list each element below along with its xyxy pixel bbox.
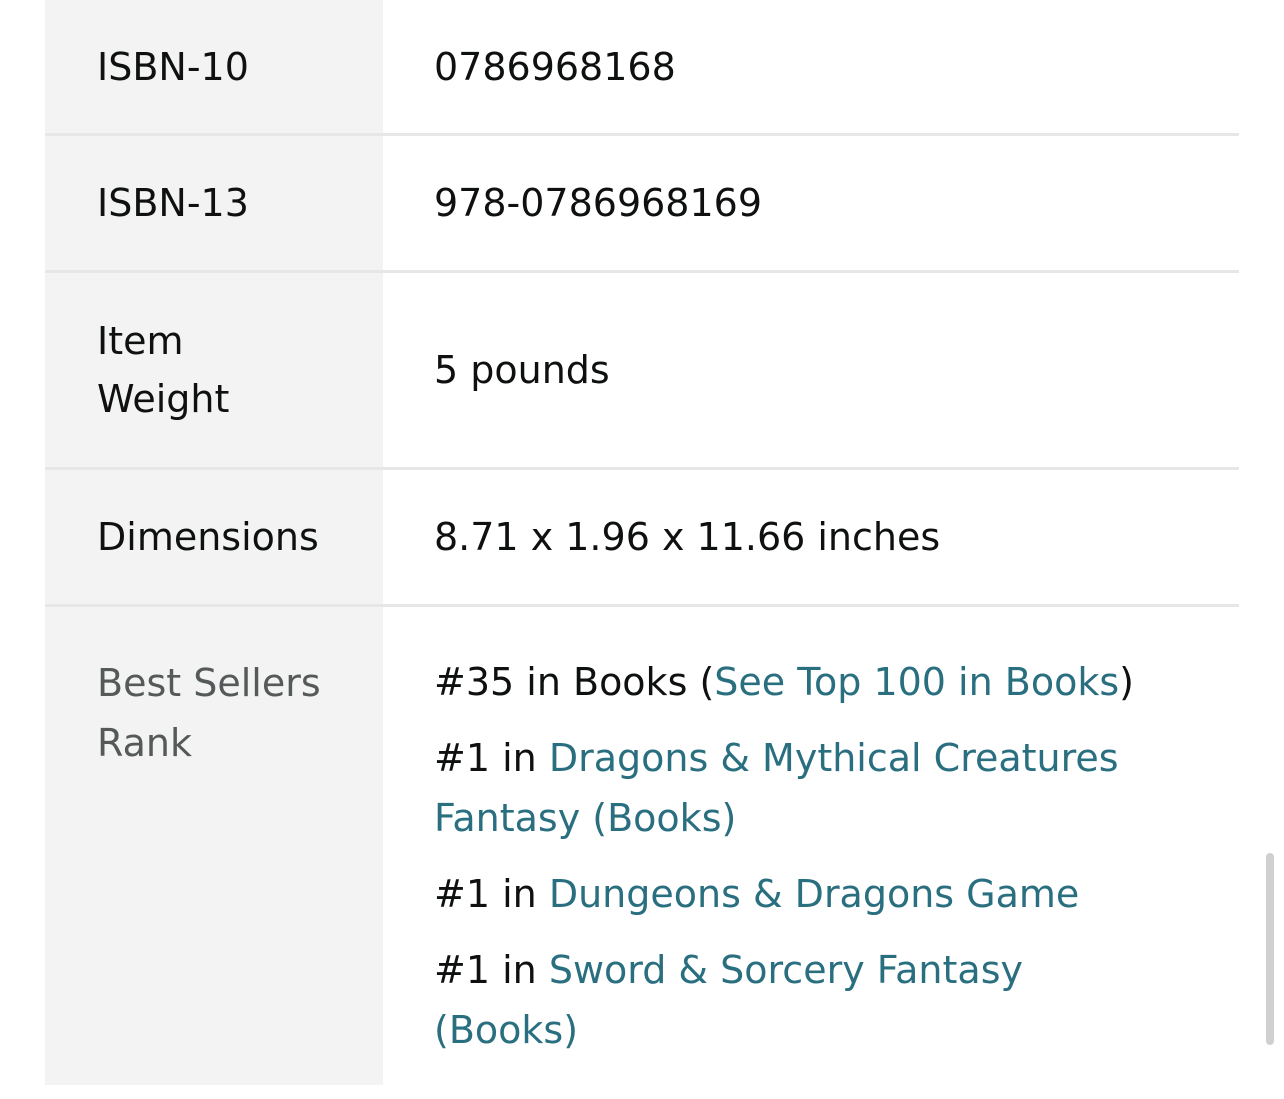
rank-item: #1 in Dungeons & Dragons Game — [434, 864, 1139, 924]
detail-value: 0786968168 — [434, 44, 676, 89]
rank-text: #35 in Books ( — [434, 660, 715, 704]
rank-item: #1 in Sword & Sorcery Fantasy (Books) — [434, 940, 1239, 1060]
rank-link[interactable]: Dungeons & Dragons Game — [548, 872, 1080, 916]
rank-link[interactable]: Sword & Sorcery Fantasy (Books) — [434, 948, 1023, 1052]
rank-item: #35 in Books (See Top 100 in Books) — [434, 652, 1194, 712]
detail-label: ISBN-13 — [45, 136, 383, 270]
rank-list: #35 in Books (See Top 100 in Books) #1 i… — [383, 607, 1239, 1085]
rank-text: ) — [1119, 660, 1134, 704]
rank-link[interactable]: Dragons & Mythical Creatures Fantasy (Bo… — [434, 736, 1119, 840]
detail-label: ISBN-10 — [45, 0, 383, 133]
scrollbar[interactable] — [1266, 853, 1274, 1045]
detail-label: Dimensions — [45, 470, 383, 604]
detail-row-dimensions: Dimensions 8.71 x 1.96 x 11.66 inches — [45, 470, 1239, 607]
rank-text: #1 in — [434, 872, 549, 916]
detail-row-item-weight: Item Weight 5 pounds — [45, 273, 1239, 470]
detail-value: 5 pounds — [434, 348, 610, 392]
rank-text: #1 in — [434, 736, 549, 780]
rank-item: #1 in Dragons & Mythical Creatures Fanta… — [434, 728, 1239, 848]
detail-label: Item Weight — [45, 273, 383, 467]
detail-value: 978-0786968169 — [434, 181, 763, 225]
rank-link[interactable]: See Top 100 in Books — [714, 660, 1120, 704]
product-details-table: ISBN-10 0786968168 ISBN-13 978-078696816… — [45, 0, 1239, 1085]
rank-text: #1 in — [434, 948, 549, 992]
detail-row-isbn13: ISBN-13 978-0786968169 — [45, 136, 1239, 273]
detail-row-isbn10: ISBN-10 0786968168 — [45, 0, 1239, 136]
detail-label: Best Sellers Rank — [45, 607, 383, 1085]
detail-row-best-sellers-rank: Best Sellers Rank #35 in Books (See Top … — [45, 607, 1239, 1085]
detail-value: 8.71 x 1.96 x 11.66 inches — [434, 515, 941, 559]
